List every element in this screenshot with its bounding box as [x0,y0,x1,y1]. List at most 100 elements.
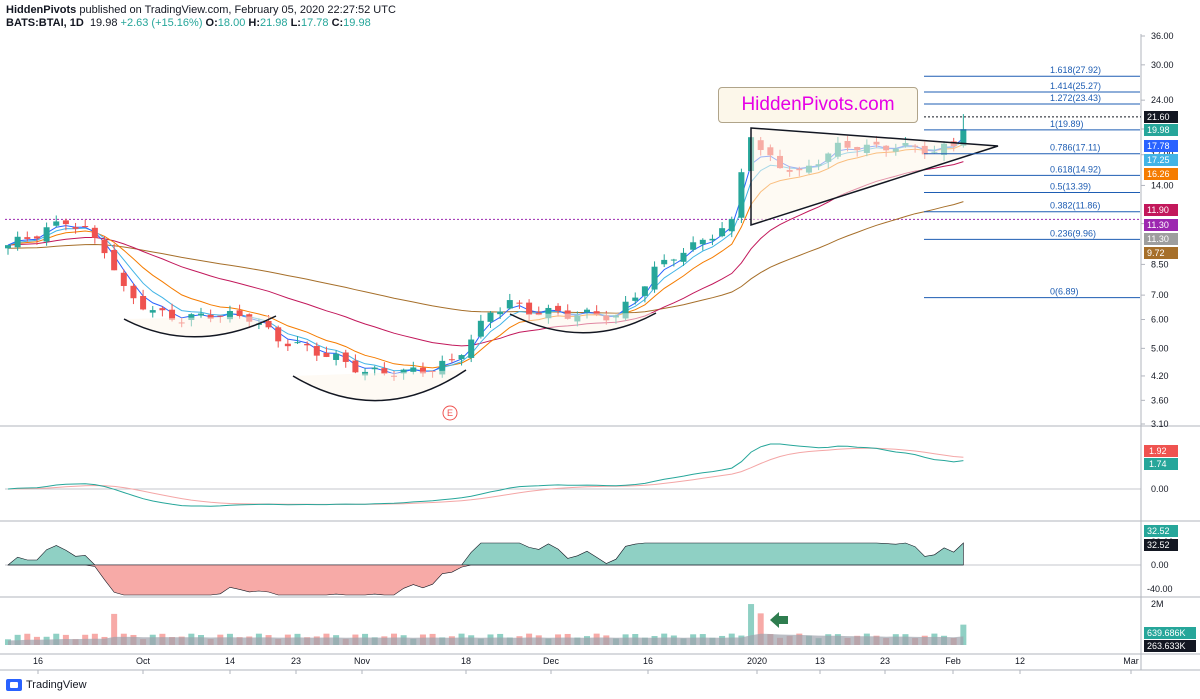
price-axis-label: 11.30 [1147,234,1169,244]
candle-body [169,309,176,320]
candle-body [284,343,291,347]
candle-body [304,343,311,346]
fib-level-label: 1.272(23.43) [1050,93,1101,103]
y-tick-label: 0.00 [1151,484,1169,494]
candle-body [265,320,272,328]
candle-body [439,360,446,375]
volume-bar [24,633,31,645]
candle-body [506,300,513,309]
macd-axis-label-bg [1144,445,1178,457]
close-value: 19.98 [343,17,371,29]
price-axis-label-bg [1144,168,1178,180]
y-tick-label: 0.00 [1151,560,1169,570]
y-tick-label: 24.00 [1151,95,1174,105]
tradingview-footer[interactable]: TradingView [6,679,87,691]
price-axis-label-bg [1144,204,1178,216]
x-tick-label: 18 [461,656,471,666]
footer-brand: TradingView [26,679,87,691]
osc-axis-label-bg [1144,539,1178,551]
fib-level-label: 1.414(25.27) [1050,81,1101,91]
open-value: 18.00 [217,17,246,29]
x-tick-label: 16 [643,656,653,666]
candle-body [333,353,340,360]
candle-body [468,339,475,358]
publish-info: published on TradingView.com, February 0… [79,4,396,16]
x-tick-label: 13 [815,656,825,666]
volume-bar [748,604,755,645]
candle-body [690,242,697,250]
publish-line: HiddenPivots published on TradingView.co… [6,4,396,16]
candle-body [294,342,301,344]
x-tick-label: Oct [136,656,151,666]
symbol-label[interactable]: BATS:BTAI, 1D [6,17,84,29]
y-tick-label: 3.10 [1151,419,1169,429]
candle-body [555,305,562,311]
candle-body [120,272,127,286]
candle-body [458,355,465,360]
y-tick-label: 8.50 [1151,259,1169,269]
candle-body [342,352,349,362]
price-axis-label: 17.25 [1147,155,1170,165]
candle-body [632,297,639,301]
x-tick-label: 23 [291,656,301,666]
candle-body [323,352,330,357]
candle-body [62,220,69,225]
tradingview-logo-icon [6,679,22,691]
x-tick-label: 23 [880,656,890,666]
volume-average-area [8,633,964,645]
price-axis-label: 21.60 [1147,112,1170,122]
x-tick-label: Dec [543,656,560,666]
last-price: 19.98 [89,17,118,29]
volume-axis-label: 639.686K [1147,628,1186,638]
volume-axis-label-bg [1144,640,1196,652]
candle-body [53,221,60,226]
candle-body [728,219,735,232]
candle-body [101,239,108,254]
macd-axis-label: 1.74 [1149,459,1167,469]
price-axis-label: 9.72 [1147,248,1165,258]
candle-body [91,227,98,238]
price-axis-label-bg [1144,124,1178,136]
candle-body [198,313,204,316]
y-tick-label: -40.00 [1147,584,1173,594]
price-axis-label: 16.26 [1147,169,1170,179]
macd-axis-label: 1.92 [1149,446,1167,456]
macd-signal-line [7,447,964,505]
macd-line [7,443,964,507]
candle-body [5,245,11,249]
candle-body [699,239,706,245]
candle-body [72,227,79,229]
price-axis-label-bg [1144,219,1178,231]
price-axis-label-bg [1144,140,1178,152]
price-axis-label: 17.78 [1147,141,1170,151]
y-tick-label: 3.60 [1151,395,1169,405]
candle-body [371,367,378,370]
candle-body [709,238,716,241]
candle-body [130,285,137,299]
candle-body [960,129,967,146]
y-tick-label: 2M [1151,599,1164,609]
candle-body [477,320,484,337]
price-axis-label-bg [1144,247,1178,259]
x-tick-label: Feb [945,656,961,666]
candle-body [487,312,494,322]
candle-body [651,266,658,290]
volume-bar [757,613,764,645]
osc-axis-label-bg [1144,525,1178,537]
volume-bar [111,613,118,645]
author-name[interactable]: HiddenPivots [6,4,77,16]
high-value: 21.98 [259,17,288,29]
price-axis-label-bg [1144,154,1178,166]
candle-body [719,228,726,237]
candle-body [670,259,677,261]
candle-body [236,310,243,317]
candle-body [497,311,504,315]
price-axis-label-bg [1144,233,1178,245]
osc-axis-label: 32.52 [1147,526,1170,536]
y-tick-label: 5.00 [1151,343,1169,353]
candle-body [584,309,590,313]
volume-axis-label: 263.633K [1147,641,1186,651]
price-axis-label: 11.30 [1147,220,1169,230]
candle-body [14,236,21,248]
